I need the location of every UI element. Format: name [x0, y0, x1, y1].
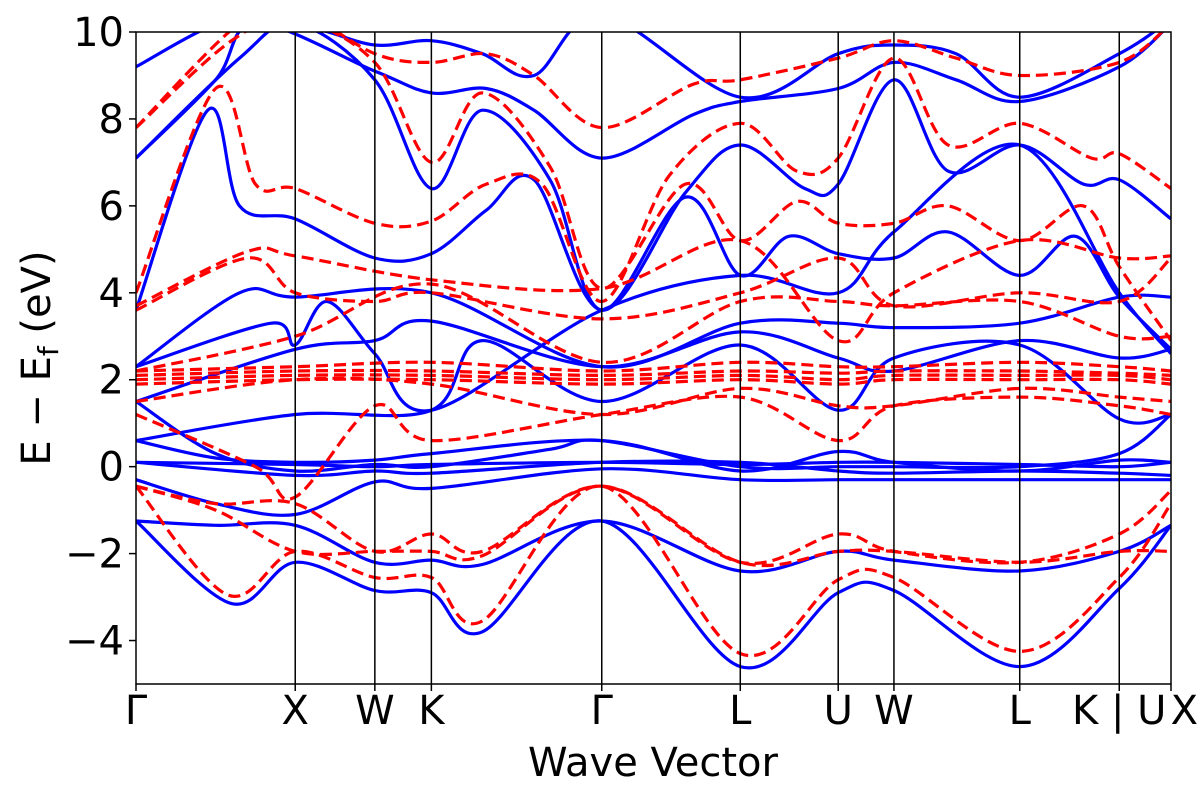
- band-line: [136, 318, 1171, 404]
- y-tick-label: 8: [99, 97, 124, 143]
- band-line: [136, 286, 1171, 369]
- band-line: [136, 32, 1165, 130]
- band-line: [136, 78, 1171, 312]
- y-axis-ticks: 10 8 6 4 2 0 −2 −4: [65, 10, 136, 665]
- x-tick-label: L: [1009, 688, 1032, 734]
- y-axis-title: E − Ef (eV): [14, 250, 65, 465]
- band-line: [136, 32, 1165, 160]
- x-tick-label: K: [418, 688, 446, 734]
- band-line: [136, 237, 1171, 344]
- band-line: [136, 56, 1171, 304]
- y-axis-title-unit: (eV): [14, 250, 60, 346]
- x-tick-label: W: [355, 688, 395, 734]
- y-tick-label: 10: [73, 10, 124, 56]
- plot-frame: [135, 31, 1172, 685]
- x-axis-title: Wave Vector: [528, 740, 779, 786]
- x-tick-label: W: [874, 688, 914, 734]
- band-line: [136, 338, 1171, 443]
- band-line: [136, 32, 1157, 100]
- x-tick-label: X: [282, 688, 309, 734]
- y-tick-label: −4: [65, 619, 124, 665]
- high-symmetry-lines: [294, 32, 1120, 684]
- y-axis-title-subscript: f: [32, 345, 65, 356]
- x-tick-label: L: [729, 688, 752, 734]
- x-tick-label: X: [1171, 688, 1198, 734]
- x-tick-label: K | U: [1072, 688, 1166, 734]
- y-tick-label: −2: [65, 532, 124, 578]
- x-tick-label: U: [824, 688, 853, 734]
- y-tick-label: 0: [99, 445, 124, 491]
- y-tick-label: 2: [99, 358, 124, 404]
- x-tick-label: Γ: [125, 688, 148, 734]
- y-tick-label: 4: [99, 271, 124, 317]
- x-tick-label: Γ: [591, 688, 614, 734]
- y-axis-title-main: E − E: [14, 356, 60, 466]
- y-tick-label: 6: [99, 184, 124, 230]
